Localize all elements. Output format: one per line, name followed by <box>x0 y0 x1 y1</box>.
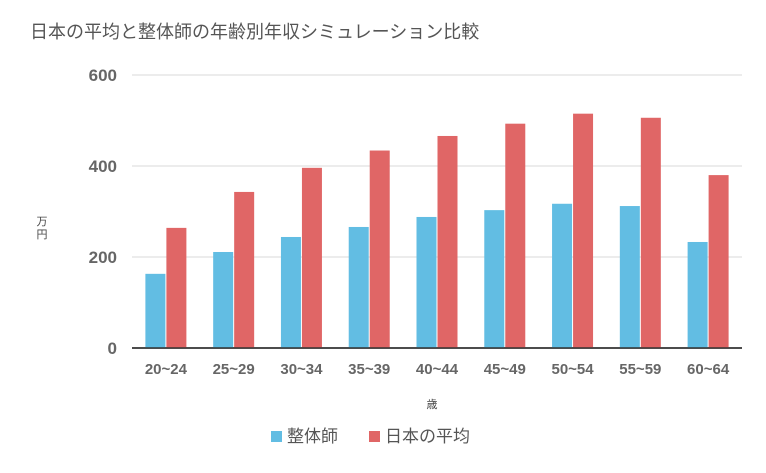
legend-swatch <box>271 431 282 442</box>
bar-japan-average <box>166 227 187 348</box>
x-tick-label: 35~39 <box>348 361 390 378</box>
x-tick-label: 50~54 <box>551 361 594 378</box>
x-tick-label: 25~29 <box>213 361 255 378</box>
bar-seitaishi <box>484 210 505 348</box>
y-axis-title-char: 円 <box>37 228 48 241</box>
bar-seitaishi <box>416 216 437 348</box>
y-tick-label: 0 <box>108 339 117 358</box>
y-axis-title-char: 万 <box>37 215 48 228</box>
x-tick-label: 30~34 <box>280 361 323 378</box>
bar-japan-average <box>708 175 729 348</box>
bar-seitaishi <box>280 236 301 348</box>
y-tick-label: 600 <box>89 66 117 85</box>
legend-label: 日本の平均 <box>385 427 470 447</box>
x-tick-label: 45~49 <box>484 361 526 378</box>
bar-japan-average <box>369 150 390 348</box>
bar-japan-average <box>234 191 255 348</box>
bar-seitaishi <box>348 226 369 348</box>
bars <box>132 113 742 349</box>
x-tick-label: 55~59 <box>619 361 661 378</box>
x-axis-title: 歳 <box>427 398 438 411</box>
bar-japan-average <box>505 123 526 348</box>
bar-seitaishi <box>145 273 166 348</box>
bar-japan-average <box>437 135 458 348</box>
chart-title: 日本の平均と整体師の年齢別年収シミュレーション比較 <box>30 22 480 43</box>
bar-japan-average <box>640 117 661 349</box>
y-tick-label: 200 <box>89 248 117 267</box>
bar-seitaishi <box>687 241 708 348</box>
bar-seitaishi <box>213 251 234 348</box>
x-tick-label: 40~44 <box>416 361 459 378</box>
legend-swatch <box>369 431 380 442</box>
bar-japan-average <box>573 113 594 348</box>
x-tick-label: 20~24 <box>145 361 188 378</box>
y-axis-ticks: 0 200 400 600 <box>89 66 117 358</box>
x-tick-label: 60~64 <box>687 361 730 378</box>
bar-seitaishi <box>552 203 573 348</box>
legend: 整体師 日本の平均 <box>271 427 470 447</box>
x-axis-ticks: 20~24 25~29 30~34 35~39 40~44 45~49 50~54 55~59… <box>145 361 730 378</box>
y-axis-title: 万円 <box>37 215 48 241</box>
bar-seitaishi <box>619 206 640 348</box>
bar-japan-average <box>301 167 322 348</box>
y-tick-label: 400 <box>89 157 117 176</box>
legend-label: 整体師 <box>287 427 338 447</box>
